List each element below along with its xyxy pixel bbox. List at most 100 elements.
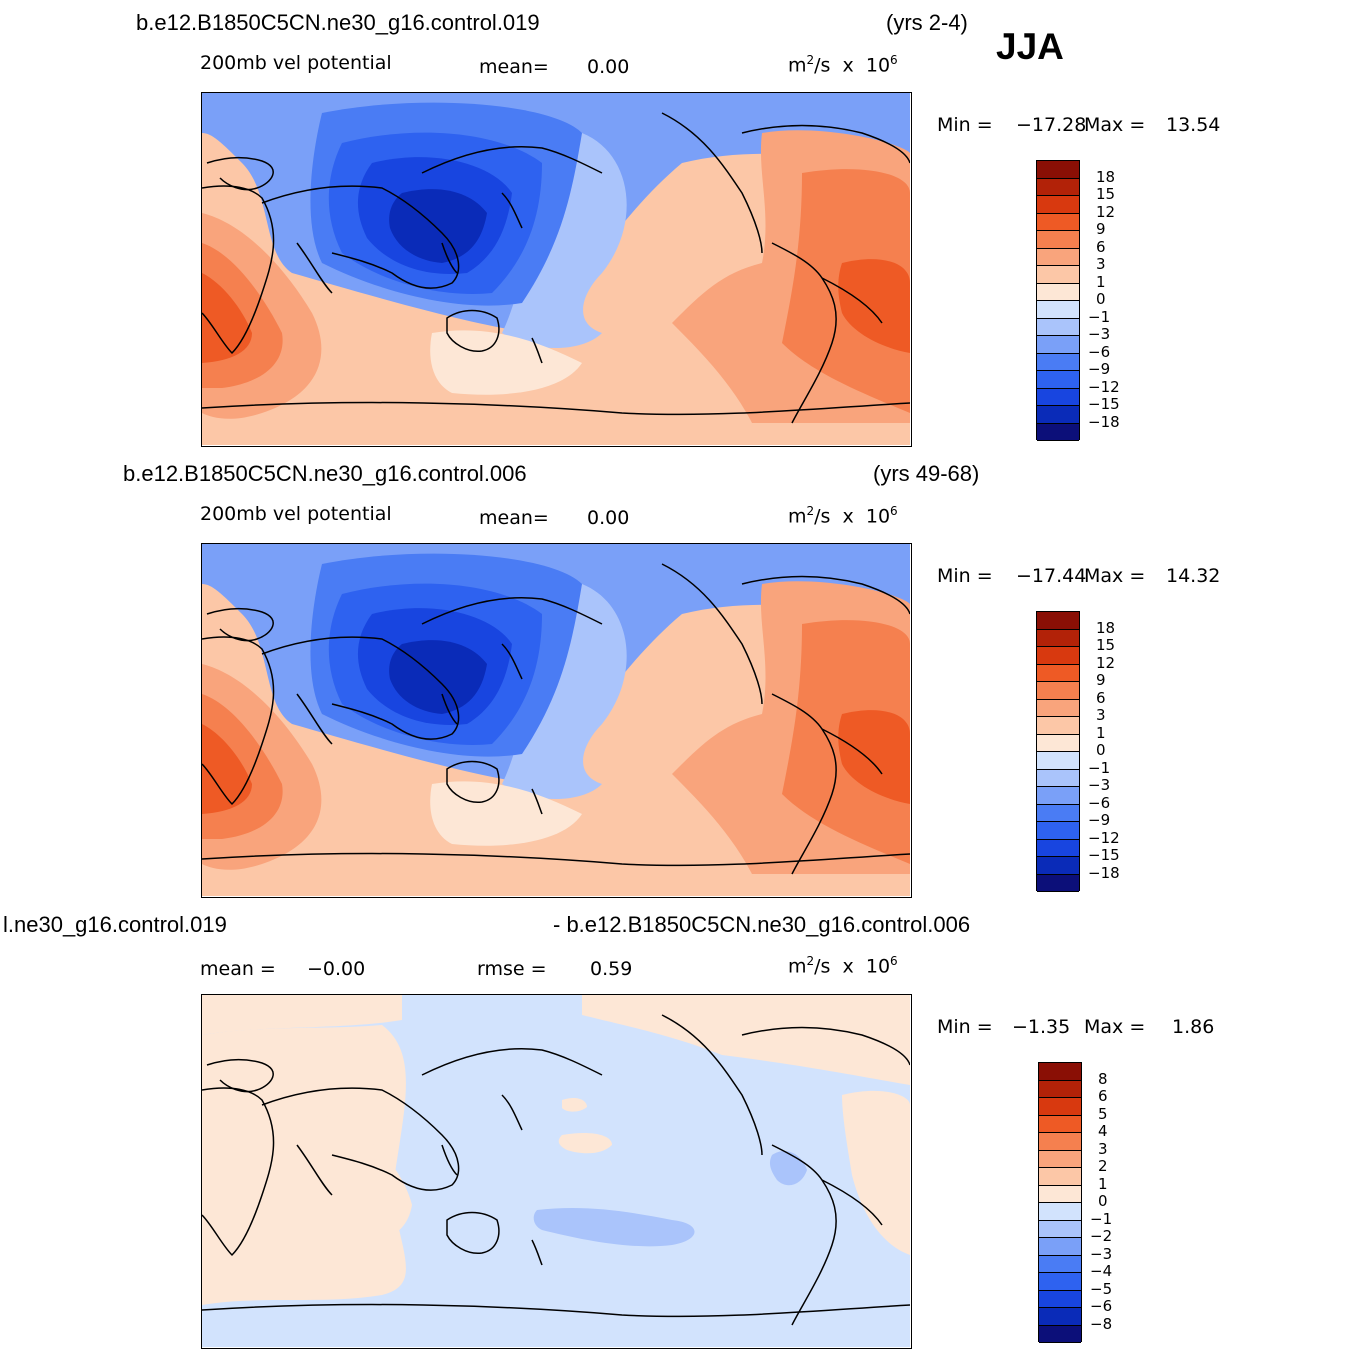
colorbar-cell bbox=[1037, 388, 1079, 406]
contour-region bbox=[582, 995, 910, 1085]
units-mid: /s x 10 bbox=[814, 955, 891, 978]
colorbar-cell bbox=[1037, 769, 1079, 787]
colorbar-cell bbox=[1037, 423, 1079, 441]
colorbar-cell bbox=[1037, 336, 1079, 354]
filled-contours bbox=[202, 93, 910, 445]
contour-region bbox=[842, 1090, 910, 1255]
colorbar-cell bbox=[1037, 612, 1079, 630]
panel-top-case: b.e12.B1850C5CN.ne30_g16.control.019 bbox=[136, 10, 540, 35]
colorbar-box bbox=[1036, 160, 1080, 441]
contour-region bbox=[202, 273, 252, 363]
panel-top-max-label: Max = bbox=[1084, 114, 1146, 136]
colorbar-cell bbox=[1037, 248, 1079, 266]
colorbar-cell bbox=[1037, 231, 1079, 249]
colorbar-cell bbox=[1039, 1133, 1081, 1151]
colorbar-tick-label: 12 bbox=[1096, 653, 1116, 672]
colorbar-cell bbox=[1037, 283, 1079, 301]
colorbar-cell bbox=[1039, 1220, 1081, 1238]
contour-region bbox=[558, 1133, 612, 1154]
contour-region bbox=[502, 133, 627, 348]
units-base: m bbox=[788, 505, 807, 528]
panel-diff-map bbox=[201, 994, 912, 1349]
coastline bbox=[261, 185, 460, 289]
units-exp2: 6 bbox=[890, 53, 898, 67]
coastline bbox=[771, 693, 837, 875]
panel-top-max-value: 13.54 bbox=[1166, 114, 1221, 136]
colorbar-cell bbox=[1037, 734, 1079, 752]
coastline bbox=[741, 1026, 910, 1066]
coastline bbox=[296, 693, 333, 745]
panel-top-years: (yrs 2-4) bbox=[886, 10, 968, 35]
units-exp2: 6 bbox=[890, 504, 898, 518]
coastline bbox=[531, 337, 543, 364]
panel-middle-field: 200mb vel potential bbox=[200, 503, 392, 525]
coastlines bbox=[202, 112, 910, 424]
colorbar-tick-label: 12 bbox=[1096, 202, 1116, 221]
colorbar-tick-label: −3 bbox=[1090, 1244, 1113, 1263]
colorbar-cell bbox=[1037, 161, 1079, 179]
panel-diff-units: m2/s x 106 bbox=[788, 955, 898, 976]
panel-diff-case-left: l.ne30_g16.control.019 bbox=[3, 912, 227, 937]
colorbar-cell bbox=[1037, 787, 1079, 805]
colorbar-cell bbox=[1039, 1290, 1081, 1308]
colorbar-tick-label: −6 bbox=[1090, 1297, 1113, 1315]
panel-diff-min-label: Min = bbox=[937, 1016, 993, 1038]
colorbar-tick-label: −2 bbox=[1090, 1227, 1113, 1245]
coastline bbox=[446, 309, 500, 352]
panel-middle-mean-value: 0.00 bbox=[587, 507, 630, 529]
colorbar-cell bbox=[1037, 178, 1079, 196]
filled-contours bbox=[202, 995, 910, 1347]
colorbar-tick-label: −6 bbox=[1088, 342, 1111, 361]
colorbar-tick-label: 8 bbox=[1098, 1069, 1108, 1088]
contour-region bbox=[562, 1097, 587, 1112]
coastline bbox=[741, 575, 910, 615]
colorbar-cell bbox=[1037, 629, 1079, 647]
colorbar-tick-label: 1 bbox=[1096, 272, 1106, 291]
coastline bbox=[441, 1144, 458, 1176]
colorbar-tick-label: −3 bbox=[1088, 776, 1111, 794]
colorbar-tick-label: −6 bbox=[1088, 793, 1111, 812]
colorbar-tick-label: 6 bbox=[1096, 688, 1106, 707]
colorbar-cell bbox=[1039, 1325, 1081, 1343]
colorbar-tick-label: 0 bbox=[1096, 290, 1106, 308]
colorbar-cell bbox=[1037, 406, 1079, 424]
panel-diff-colorbar: 8 6 5 4 3 2 1 0 −1 −2 −3 −4 −5 −6 −8 bbox=[1038, 1062, 1112, 1343]
colorbar-tick-label: 15 bbox=[1096, 636, 1116, 654]
coastline bbox=[296, 242, 333, 294]
colorbar-cell bbox=[1039, 1098, 1081, 1116]
colorbar-cell bbox=[1039, 1080, 1081, 1098]
contour-region bbox=[533, 1208, 695, 1247]
colorbar-cell bbox=[1037, 266, 1079, 284]
coastline bbox=[206, 607, 274, 642]
colorbar-tick-label: 2 bbox=[1098, 1157, 1108, 1175]
colorbar-tick-label: −12 bbox=[1088, 828, 1120, 847]
colorbar-tick-label: −9 bbox=[1088, 360, 1111, 378]
panel-top-map bbox=[201, 92, 912, 447]
coastline bbox=[202, 636, 275, 805]
colorbar-tick-label: −4 bbox=[1090, 1262, 1113, 1280]
panel-top-mean-label: mean= bbox=[479, 56, 549, 78]
coastline bbox=[501, 643, 523, 680]
coastline bbox=[421, 1047, 603, 1076]
coastline bbox=[421, 145, 603, 174]
contour-region bbox=[430, 781, 582, 846]
coastline bbox=[821, 1179, 883, 1226]
colorbar-tick-label: 18 bbox=[1096, 167, 1116, 186]
colorbar-cell bbox=[1037, 822, 1079, 840]
colorbar-tick-label: −18 bbox=[1088, 412, 1120, 431]
colorbar-cell bbox=[1039, 1115, 1081, 1133]
colorbar-box bbox=[1038, 1062, 1082, 1343]
colorbar-cell bbox=[1039, 1063, 1081, 1081]
panel-top-field: 200mb vel potential bbox=[200, 52, 392, 74]
contour-region bbox=[202, 874, 910, 896]
colorbar-cell bbox=[1037, 699, 1079, 717]
units-exp1: 2 bbox=[806, 53, 815, 67]
colorbar-tick-label: −12 bbox=[1088, 377, 1120, 396]
coastline bbox=[661, 1014, 763, 1156]
colorbar-cell bbox=[1037, 318, 1079, 336]
colorbar-cell bbox=[1037, 647, 1079, 665]
panel-middle-colorbar: 18 15 12 9 6 3 1 0 −1 −3 −6 −9 −12 −15 −18 bbox=[1036, 611, 1120, 892]
panel-middle-map bbox=[201, 543, 912, 898]
coastline bbox=[531, 788, 543, 815]
